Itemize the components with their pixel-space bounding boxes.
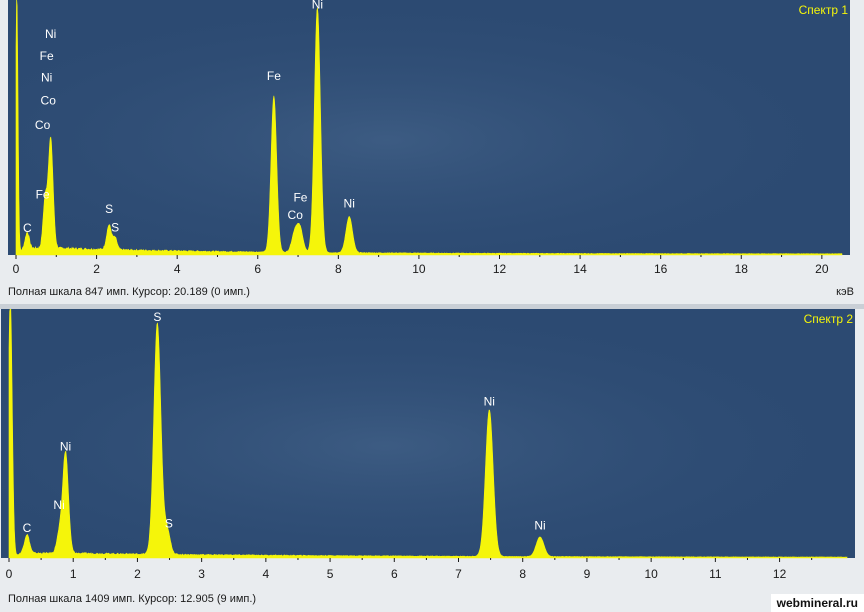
x-tick-label: 20 [815, 262, 829, 276]
x-tick-label: 14 [573, 262, 587, 276]
x-tick-label: 18 [735, 262, 749, 276]
x-tick-label: 0 [6, 567, 13, 581]
peak-label: S [165, 517, 173, 531]
x-tick-label: 16 [654, 262, 668, 276]
peak-label: Co [41, 94, 57, 108]
peak-label: Ni [60, 440, 71, 454]
peak-label: Co [35, 118, 51, 132]
spectrum-trace [8, 309, 848, 559]
spectrum-1-unit: кэВ [836, 286, 854, 298]
spectrum-2-footer: Полная шкала 1409 имп. Курсор: 12.905 (9… [8, 593, 257, 605]
spectrum-title: Спектр 1 [799, 3, 849, 17]
x-tick-label: 6 [254, 262, 261, 276]
peak-label: C [23, 221, 32, 235]
watermark: webmineral.ru [770, 594, 864, 612]
peak-label: Fe [36, 188, 50, 202]
x-tick-label: 3 [198, 567, 205, 581]
x-tick-label: 9 [584, 567, 591, 581]
x-tick-label: 12 [773, 567, 787, 581]
peak-label: Ni [53, 498, 64, 512]
x-tick-label: 8 [335, 262, 342, 276]
x-tick-label: 12 [493, 262, 507, 276]
spectrum-title: Спектр 2 [804, 312, 854, 326]
x-tick-label: 4 [263, 567, 270, 581]
x-tick-label: 2 [134, 567, 141, 581]
panel-divider [0, 304, 864, 309]
peak-label: S [153, 310, 161, 324]
x-tick-label: 1 [70, 567, 77, 581]
peak-label: Ni [41, 70, 52, 84]
peak-label: Ni [312, 0, 323, 11]
peak-label: Ni [484, 395, 495, 409]
peak-label: Fe [267, 69, 281, 83]
x-tick-label: 4 [174, 262, 181, 276]
x-tick-label: 7 [455, 567, 462, 581]
plot-area-shading [8, 0, 850, 255]
x-tick-label: 11 [709, 567, 722, 581]
peak-label: Fe [293, 190, 307, 204]
peak-label: S [105, 202, 113, 216]
plot-area-shading [1, 309, 855, 558]
x-tick-label: 10 [644, 567, 658, 581]
x-tick-label: 2 [93, 262, 100, 276]
peak-label: Ni [534, 518, 545, 532]
peak-label: Fe [40, 49, 54, 63]
peak-label: Ni [45, 27, 56, 41]
spectrum-1-chart: CFeCoCoNiFeNiSSFeFeCoCoNiNiСпектр 102468… [8, 0, 850, 276]
peak-label: S [111, 220, 119, 234]
peak-label: Ni [344, 196, 355, 210]
x-tick-label: 0 [13, 262, 20, 276]
spectrum-trace [15, 0, 843, 256]
x-tick-label: 6 [391, 567, 398, 581]
peak-label: Co [288, 208, 304, 222]
spectrum-1-panel: CFeCoCoNiFeNiSSFeFeCoCoNiNiСпектр 102468… [0, 0, 864, 304]
x-tick-label: 5 [327, 567, 334, 581]
peak-label: C [23, 521, 32, 535]
spectrum-2-panel: C Ni Ni S S Ni Ni Спектр 2 0 1 2 3 4 5 6 7 8 9 10 11 12 Полн… [0, 309, 864, 612]
x-tick-label: 10 [412, 262, 426, 276]
x-tick-label: 8 [519, 567, 526, 581]
spectrum-1-footer: Полная шкала 847 имп. Курсор: 20.189 (0 … [8, 286, 250, 298]
